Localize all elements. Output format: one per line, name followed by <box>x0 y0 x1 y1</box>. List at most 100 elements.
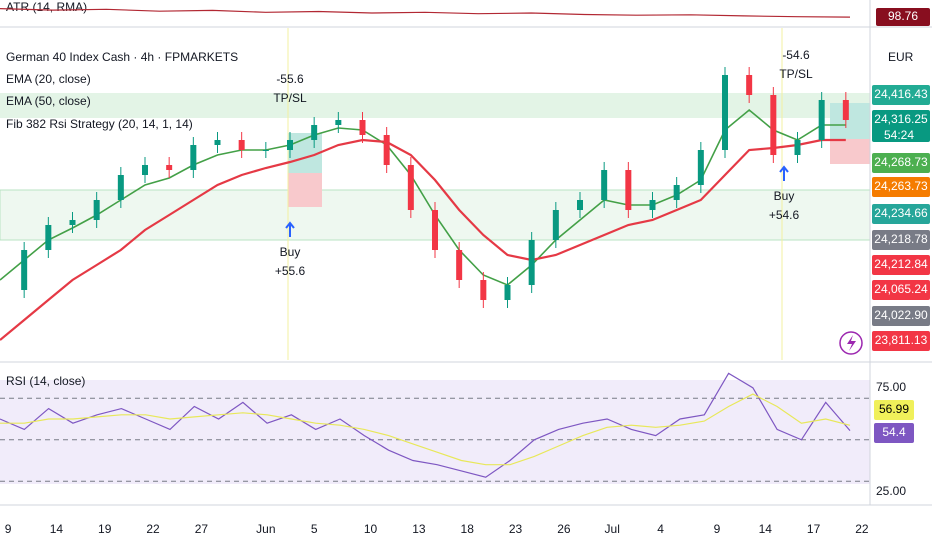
candle <box>117 175 124 200</box>
tp-zone <box>830 103 870 139</box>
x-tick-label: 18 <box>461 522 475 536</box>
candle <box>383 135 390 165</box>
x-tick-label: 19 <box>98 522 112 536</box>
buy-arrow <box>285 221 295 237</box>
candle <box>407 165 414 210</box>
legend-entry: EMA (50, close) <box>6 94 91 108</box>
annotation: +55.6 <box>275 264 306 278</box>
price-badge <box>872 280 930 300</box>
rsi-badge-value: 56.99 <box>879 402 909 416</box>
price-badge <box>872 177 930 197</box>
candle <box>625 170 632 210</box>
candle <box>649 200 656 210</box>
candle <box>480 280 487 300</box>
atr-value: 98.76 <box>888 9 918 23</box>
price-badge <box>872 306 930 326</box>
x-tick-label: 23 <box>509 522 523 536</box>
sl-zone <box>288 173 322 207</box>
candle <box>359 120 366 135</box>
alert-icon-bolt <box>847 335 856 351</box>
rsi-band <box>0 380 870 484</box>
candle <box>238 140 245 150</box>
price-badge-label: 24,212.84 <box>874 257 928 271</box>
candle <box>93 200 100 220</box>
candle <box>21 250 28 290</box>
x-tick-label: Jul <box>605 522 620 536</box>
annotation: +54.6 <box>769 208 800 222</box>
annotation: TP/SL <box>273 91 307 105</box>
annotation: Buy <box>774 189 795 203</box>
candle <box>190 145 197 170</box>
x-tick-label: 4 <box>657 522 664 536</box>
candle <box>794 140 801 155</box>
candle <box>287 140 293 150</box>
price-badge <box>872 255 930 275</box>
x-tick-label: 13 <box>412 522 426 536</box>
currency[interactable]: EUR <box>888 50 914 64</box>
candle <box>842 100 849 120</box>
candle <box>577 200 583 210</box>
x-tick-label: 22 <box>855 522 869 536</box>
candle <box>335 120 342 125</box>
annotation: -55.6 <box>276 72 304 86</box>
candle <box>166 165 173 170</box>
x-tick-label: 26 <box>557 522 571 536</box>
candle <box>432 210 438 250</box>
symbol-title: German 40 Index Cash · 4h · FPMARKETS <box>6 50 238 64</box>
x-tick-label: 14 <box>50 522 64 536</box>
price-badge-label: 24,416.43 <box>874 87 928 101</box>
alert-icon[interactable] <box>839 331 863 355</box>
buy-arrow <box>779 165 789 181</box>
price-badge-label: 24,022.90 <box>874 308 928 322</box>
price-badge-label: 24,263.73 <box>874 179 928 193</box>
candle <box>528 240 535 285</box>
annotation: TP/SL <box>779 67 813 81</box>
zone <box>0 93 870 118</box>
atr-title: ATR (14, RMA) <box>6 0 87 14</box>
x-tick-label: 9 <box>714 522 721 536</box>
candle <box>142 165 148 175</box>
ema-line <box>0 108 846 286</box>
rsi-line <box>0 393 851 466</box>
price-badge-label: 24,268.73 <box>874 155 928 169</box>
candle <box>697 150 704 185</box>
atr-line <box>0 8 851 18</box>
price-badge <box>872 153 930 173</box>
x-tick-label: 10 <box>364 522 378 536</box>
candle <box>601 170 608 200</box>
price-badge <box>872 204 930 224</box>
x-tick-label: Jun <box>256 522 275 536</box>
price-badge-label: 24,316.25 <box>874 112 928 126</box>
annotation: -54.6 <box>782 48 810 62</box>
x-tick-label: 5 <box>311 522 318 536</box>
rsi-tick-label: 25.00 <box>876 484 906 498</box>
x-tick-label: 22 <box>146 522 160 536</box>
ema-line <box>0 138 846 341</box>
candle <box>45 225 52 250</box>
x-tick-label: 17 <box>807 522 821 536</box>
rsi-title: RSI (14, close) <box>6 374 85 388</box>
strategy-title: Fib 382 Rsi Strategy (20, 14, 1, 14) <box>6 117 193 131</box>
candle <box>722 75 728 150</box>
price-badge-label: 24,218.78 <box>874 232 928 246</box>
candle <box>456 250 463 280</box>
sl-zone <box>830 139 870 164</box>
price-badge <box>872 230 930 250</box>
candle <box>504 285 511 300</box>
atr-badge <box>876 8 930 26</box>
price-badge <box>872 331 930 351</box>
candle <box>673 185 680 200</box>
rsi-badge <box>874 423 914 443</box>
candle <box>262 150 269 151</box>
candle <box>818 100 825 140</box>
price-badge <box>872 85 930 105</box>
x-tick-label: 14 <box>759 522 773 536</box>
rsi-badge-value: 54.4 <box>882 425 906 439</box>
price-badge <box>872 110 930 142</box>
candle <box>311 125 318 140</box>
candle <box>214 140 221 145</box>
candle <box>69 220 76 225</box>
rsi-line <box>0 372 851 478</box>
countdown: 54:24 <box>884 128 914 142</box>
